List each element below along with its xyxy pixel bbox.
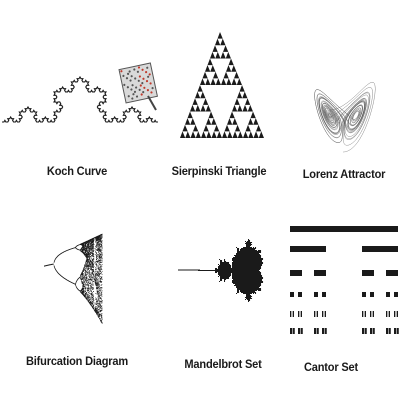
koch-zoom-inset <box>118 62 158 104</box>
mandelbrot-set-caption: Mandelbrot Set <box>184 357 262 371</box>
bifurcation-diagram-caption: Bifurcation Diagram <box>25 354 129 368</box>
koch-curve-caption: Koch Curve <box>46 164 108 178</box>
sierpinski-triangle-caption: Sierpinski Triangle <box>171 164 267 178</box>
cantor-set-caption: Cantor Set <box>304 360 358 374</box>
koch-curve-line <box>2 75 158 123</box>
lorenz-attractor-caption: Lorenz Attractor <box>302 167 386 181</box>
